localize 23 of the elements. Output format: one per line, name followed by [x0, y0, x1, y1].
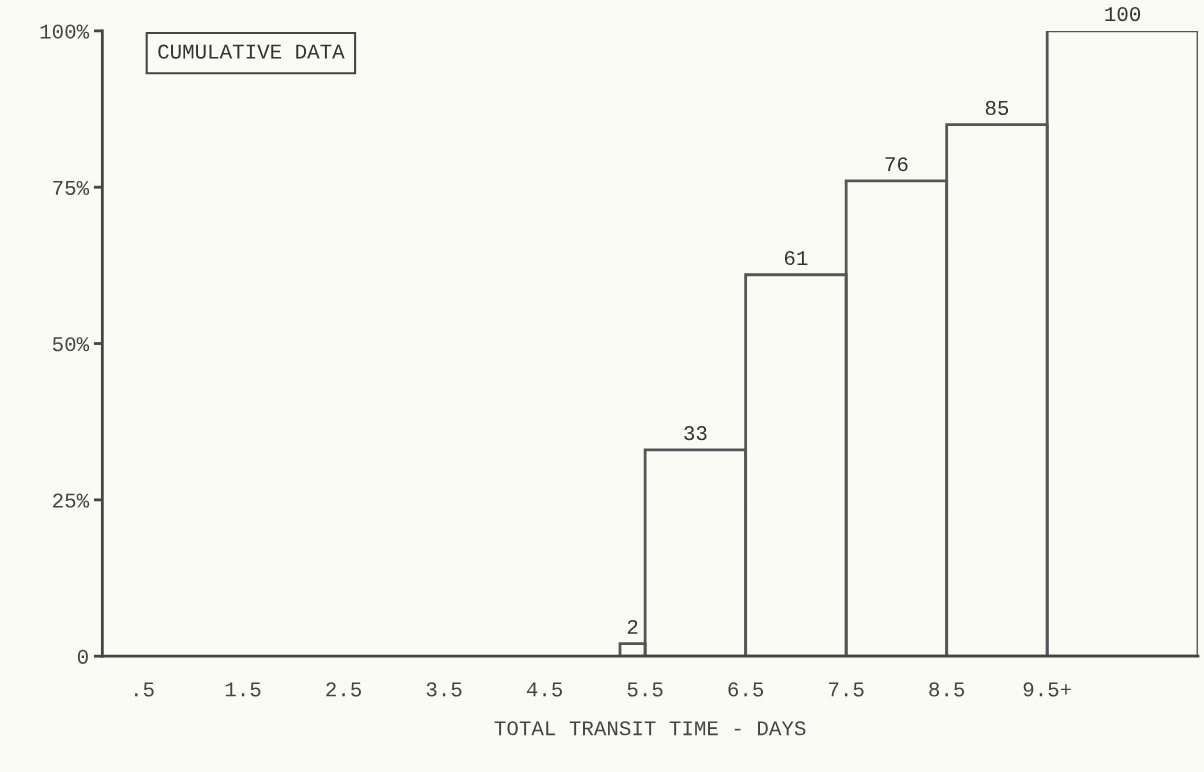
x-tick-label: 7.5	[829, 682, 864, 697]
y-tick-label: 0	[77, 649, 88, 664]
data-label: 2	[627, 619, 638, 634]
data-label: 85	[985, 100, 1009, 115]
x-tick-label: 1.5	[225, 682, 261, 697]
y-tick-label: 50%	[52, 337, 90, 352]
data-label: 33	[684, 426, 707, 441]
x-tick-label: 9.5+	[1023, 682, 1072, 697]
x-tick-label: .5	[135, 682, 154, 697]
annotation: CUMULATIVE DATA	[158, 44, 345, 59]
x-tick-label: 3.5	[426, 682, 462, 697]
x-tick-label: 4.5	[526, 682, 563, 697]
data-label: 61	[784, 250, 808, 266]
x-axis-title: TOTAL TRANSIT TIME - DAYS	[494, 721, 806, 736]
data-label: 76	[885, 157, 908, 172]
y-tick-label: 100%	[40, 24, 90, 39]
y-tick-label: 25%	[53, 493, 90, 508]
x-tick-label: 5.5	[627, 682, 663, 697]
x-tick-label: 2.5	[326, 682, 362, 697]
x-tick-label: 8.5	[929, 682, 965, 697]
x-tick-label: 6.5	[728, 682, 764, 697]
y-tick-label: 75%	[53, 180, 90, 195]
data-label: 100	[1105, 7, 1141, 22]
